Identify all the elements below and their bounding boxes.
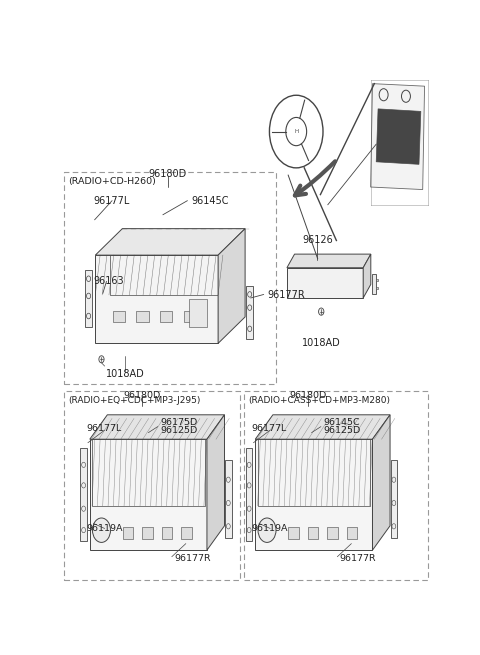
Bar: [244, 391, 428, 580]
Circle shape: [99, 356, 104, 363]
Bar: [246, 448, 252, 541]
Text: (RADIO+EQ+CDC+MP3-J295): (RADIO+EQ+CDC+MP3-J295): [68, 396, 201, 405]
Polygon shape: [96, 229, 245, 255]
Text: 96175D: 96175D: [160, 418, 197, 427]
Text: 1018AD: 1018AD: [302, 339, 341, 348]
Bar: [92, 440, 204, 506]
Polygon shape: [371, 84, 424, 189]
Text: 96119A: 96119A: [86, 524, 122, 533]
Text: 96180D: 96180D: [289, 391, 327, 400]
Text: 96125D: 96125D: [323, 426, 360, 435]
Text: 96177L: 96177L: [252, 424, 287, 433]
Polygon shape: [376, 109, 421, 164]
Bar: [85, 270, 92, 328]
Text: 96177L: 96177L: [94, 196, 130, 206]
Bar: [258, 440, 370, 506]
Bar: [189, 299, 207, 328]
Polygon shape: [287, 254, 371, 268]
Bar: [225, 460, 231, 538]
Bar: [162, 527, 172, 539]
Bar: [255, 440, 372, 550]
Bar: [160, 310, 172, 322]
Bar: [376, 279, 378, 281]
Polygon shape: [372, 415, 390, 550]
Text: 96177R: 96177R: [174, 554, 211, 563]
Bar: [372, 274, 376, 294]
Bar: [90, 440, 207, 550]
Text: 1018AD: 1018AD: [106, 369, 144, 379]
Text: H: H: [294, 129, 298, 134]
Bar: [96, 255, 218, 343]
Text: 96177R: 96177R: [340, 554, 376, 563]
Circle shape: [319, 308, 324, 315]
Bar: [327, 527, 338, 539]
Bar: [308, 527, 318, 539]
Bar: [391, 460, 397, 538]
Text: 96163: 96163: [94, 276, 124, 286]
Text: 96177R: 96177R: [267, 290, 305, 301]
Bar: [181, 527, 192, 539]
Bar: [122, 527, 133, 539]
Text: (RADIO+CASS+CD+MP3-M280): (RADIO+CASS+CD+MP3-M280): [249, 396, 391, 405]
Text: 96145C: 96145C: [191, 196, 228, 206]
Text: 96126: 96126: [302, 235, 333, 245]
Text: 96119A: 96119A: [252, 524, 288, 533]
Bar: [184, 310, 196, 322]
Bar: [347, 527, 357, 539]
Bar: [142, 527, 153, 539]
Polygon shape: [218, 229, 245, 343]
Text: (RADIO+CD-H260): (RADIO+CD-H260): [68, 177, 156, 186]
Bar: [376, 287, 378, 289]
Circle shape: [93, 518, 110, 542]
Bar: [64, 172, 276, 384]
Bar: [136, 310, 148, 322]
Text: 96180D: 96180D: [148, 170, 187, 179]
Polygon shape: [255, 415, 390, 440]
Bar: [246, 286, 253, 339]
Polygon shape: [207, 415, 225, 550]
Text: 96125D: 96125D: [160, 426, 197, 435]
Bar: [288, 527, 299, 539]
Polygon shape: [363, 254, 371, 298]
Bar: [287, 268, 363, 298]
Bar: [112, 310, 125, 322]
Circle shape: [258, 518, 276, 542]
Text: 96177L: 96177L: [86, 424, 121, 433]
Text: 96180D: 96180D: [124, 391, 161, 400]
Bar: [80, 448, 87, 541]
Polygon shape: [90, 415, 225, 440]
Bar: [64, 391, 240, 580]
Text: 96145C: 96145C: [323, 418, 360, 427]
Bar: [110, 255, 218, 295]
